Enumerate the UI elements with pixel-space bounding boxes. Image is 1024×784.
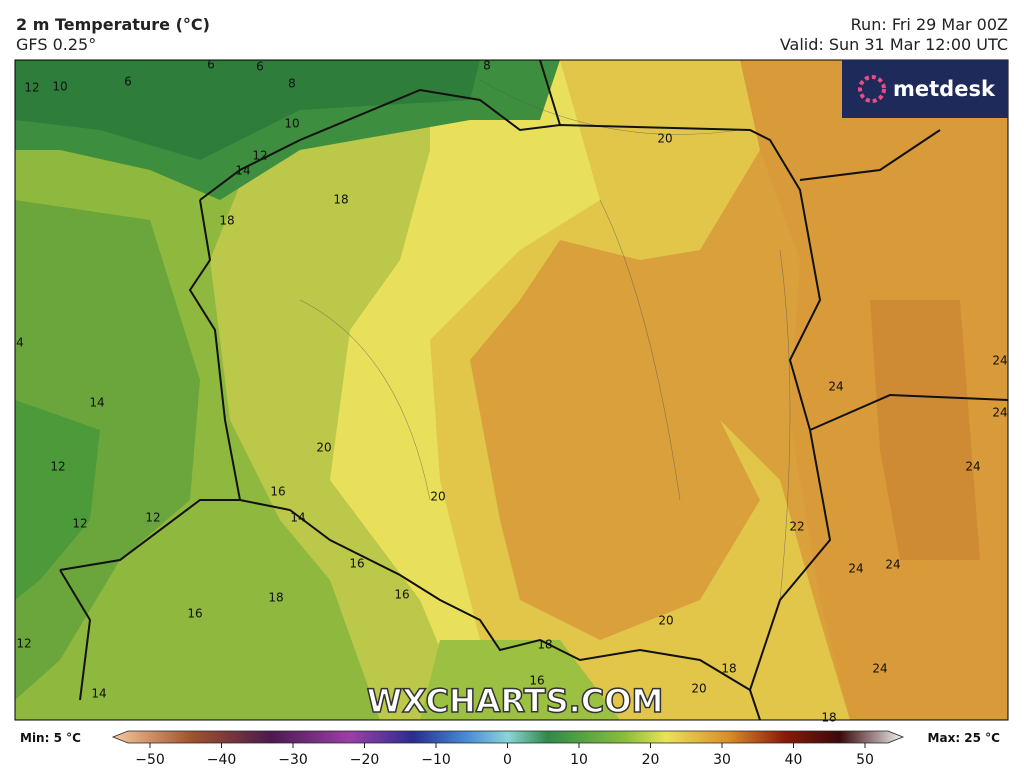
contour-label: 8 — [483, 59, 491, 73]
contour-label: 16 — [349, 557, 364, 571]
logo-box — [842, 60, 1008, 118]
contour-label: 16 — [529, 674, 544, 688]
tick-label: 10 — [570, 752, 588, 768]
contour-label: 14 — [235, 164, 250, 178]
contour-label: 16 — [270, 485, 285, 499]
contour-label: 12 — [252, 149, 267, 163]
contour-label: 18 — [821, 711, 836, 725]
map — [15, 60, 1008, 720]
contour-label: 20 — [691, 682, 706, 696]
tick-label: −20 — [350, 752, 380, 768]
contour-label: 8 — [288, 77, 296, 91]
contour-label: 12 — [50, 460, 65, 474]
contour-label: 12 — [24, 81, 39, 95]
contour-label: 4 — [16, 336, 24, 350]
contour-label: 10 — [284, 117, 299, 131]
contour-label: 24 — [965, 460, 980, 474]
contour-label: 16 — [187, 607, 202, 621]
contour-label: 22 — [789, 520, 804, 534]
tick-label: 40 — [785, 752, 803, 768]
contour-label: 18 — [537, 638, 552, 652]
contour-label: 24 — [872, 662, 887, 676]
contour-label: 14 — [91, 687, 106, 701]
contour-label: 18 — [721, 662, 736, 676]
contour-label: 14 — [89, 396, 104, 410]
tick-label: −50 — [135, 752, 165, 768]
logo-icon — [858, 75, 886, 103]
contour-label: 20 — [657, 132, 672, 146]
tick-label: 30 — [713, 752, 731, 768]
tick-label: −40 — [207, 752, 237, 768]
tick-label: 50 — [856, 752, 874, 768]
min-label: Min: 5 °C — [20, 731, 81, 745]
run: Run: Fri 29 Mar 00Z — [851, 15, 1008, 34]
contour-label: 18 — [268, 591, 283, 605]
model: GFS 0.25° — [16, 35, 96, 54]
contour-label: 14 — [290, 511, 305, 525]
contour-label: 24 — [848, 562, 863, 576]
contour-label: 12 — [16, 637, 31, 651]
contour-label: 20 — [430, 490, 445, 504]
contour-label: 24 — [828, 380, 843, 394]
watermark: WXCHARTS.COM — [367, 682, 664, 720]
contour-label: 12 — [72, 517, 87, 531]
tick-label: 0 — [503, 752, 512, 768]
colorbar — [111, 730, 905, 744]
colorbar-ticks: −50 −40 −30 −20 −10 0 10 20 30 40 50 — [135, 743, 874, 768]
contour-label: 24 — [885, 558, 900, 572]
map-frame — [14, 59, 1009, 721]
contour-label: 24 — [992, 354, 1007, 368]
contour-label: 6 — [256, 60, 264, 74]
contour-label: 6 — [124, 75, 132, 89]
tick-label: −10 — [421, 752, 451, 768]
tick-label: −30 — [278, 752, 308, 768]
contour-label: 6 — [207, 58, 215, 72]
contour-label: 18 — [333, 193, 348, 207]
title: 2 m Temperature (°C) — [16, 15, 210, 34]
contour-label: 12 — [145, 511, 160, 525]
contour-label: 20 — [316, 441, 331, 455]
max-label: Max: 25 °C — [928, 731, 1001, 745]
contour-label: 18 — [219, 214, 234, 228]
contour-label: 24 — [992, 406, 1007, 420]
contour-label: 10 — [52, 80, 67, 94]
logo: metdesk — [893, 77, 996, 101]
contour-label: 20 — [658, 614, 673, 628]
contour-label: 16 — [394, 588, 409, 602]
valid: Valid: Sun 31 Mar 12:00 UTC — [780, 35, 1008, 54]
tick-label: 20 — [642, 752, 660, 768]
